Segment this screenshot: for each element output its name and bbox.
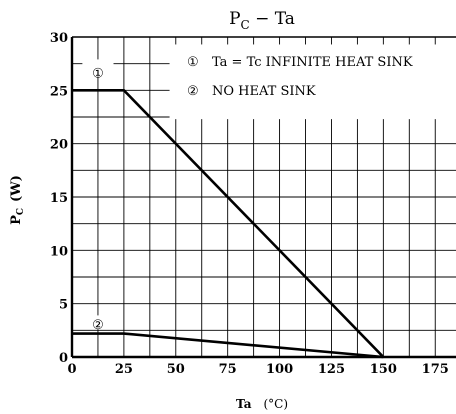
series-marker-2: ② bbox=[92, 318, 104, 333]
y-tick-label: 15 bbox=[50, 191, 68, 206]
x-tick-label: 50 bbox=[167, 362, 185, 377]
legend-label-2: NO HEAT SINK bbox=[212, 84, 316, 99]
series-line-2 bbox=[72, 332, 384, 359]
legend: ① Ta = Tc INFINITE HEAT SINK ② NO HEAT S… bbox=[187, 55, 413, 99]
y-tick-labels: 0 5 10 15 20 25 30 bbox=[50, 31, 68, 366]
legend-marker-2: ② bbox=[187, 84, 199, 99]
chart-title: PC − Ta bbox=[229, 9, 295, 32]
x-tick-label: 175 bbox=[422, 362, 449, 377]
x-tick-label: 100 bbox=[266, 362, 293, 377]
x-tick-label: 0 bbox=[67, 362, 76, 377]
marker-box-2 bbox=[82, 315, 114, 330]
y-tick-label: 5 bbox=[59, 298, 68, 313]
y-tick-label: 20 bbox=[50, 138, 68, 153]
x-tick-label: 25 bbox=[115, 362, 133, 377]
x-axis-label: Ta (°C) bbox=[236, 397, 288, 411]
plot-frame bbox=[70, 36, 456, 359]
legend-label-1: Ta = Tc INFINITE HEAT SINK bbox=[212, 55, 413, 70]
y-tick-label: 25 bbox=[50, 84, 68, 99]
series-layer bbox=[72, 89, 385, 359]
y-tick-label: 10 bbox=[50, 244, 68, 259]
y-tick-label: 0 bbox=[59, 351, 68, 366]
x-tick-labels: 0 25 50 75 100 125 150 175 bbox=[67, 362, 448, 377]
y-axis-label: PC(W) bbox=[9, 175, 26, 225]
legend-box bbox=[169, 44, 456, 120]
series-markers: ①② bbox=[92, 66, 104, 333]
y-tick-label: 30 bbox=[50, 31, 68, 46]
series-marker-1: ① bbox=[92, 66, 104, 81]
x-tick-label: 75 bbox=[219, 362, 237, 377]
x-tick-label: 150 bbox=[370, 362, 397, 377]
series-line-1 bbox=[72, 89, 385, 358]
legend-background bbox=[82, 44, 456, 330]
marker-box-1 bbox=[82, 59, 114, 77]
legend-marker-1: ① bbox=[187, 55, 199, 70]
x-tick-label: 125 bbox=[318, 362, 345, 377]
